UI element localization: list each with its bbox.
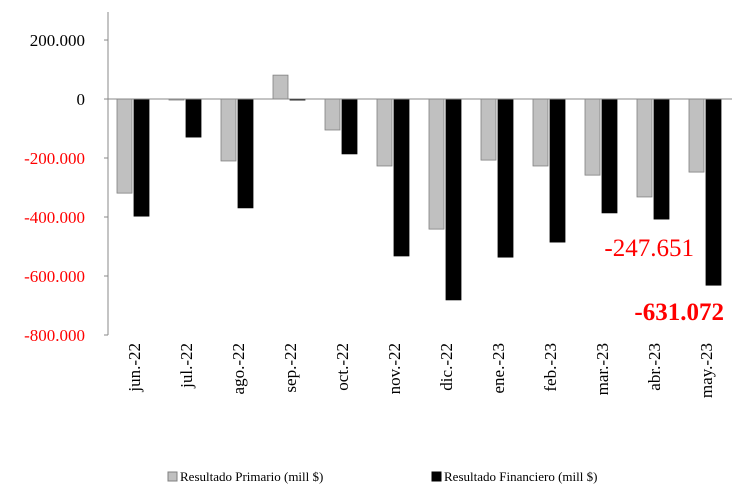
y-tick-label: -600.000 — [24, 267, 85, 286]
x-tick-label: ene.-23 — [489, 343, 508, 394]
x-tick-label: jun.-22 — [125, 343, 144, 393]
x-tick-label: ago.-22 — [229, 343, 248, 394]
bar — [133, 98, 150, 217]
bar — [653, 98, 670, 220]
x-tick-label: dic.-22 — [437, 343, 456, 391]
bar — [705, 98, 722, 286]
y-tick-label: 0 — [77, 90, 86, 109]
bar — [341, 98, 358, 155]
y-tick-label: -200.000 — [24, 149, 85, 168]
x-tick-label: feb.-23 — [541, 343, 560, 392]
y-tick-label: -800.000 — [24, 326, 85, 345]
bar — [428, 98, 445, 230]
legend-swatch — [431, 471, 442, 482]
bar — [497, 98, 514, 258]
x-tick-label: sep.-22 — [281, 343, 300, 393]
bar — [532, 98, 549, 167]
bar — [393, 98, 410, 257]
x-tick-label: abr.-23 — [645, 343, 664, 391]
legend-swatch — [167, 471, 178, 482]
legend-label: Resultado Financiero (mill $) — [444, 469, 597, 484]
bar — [480, 98, 497, 161]
bar — [237, 98, 254, 209]
x-tick-label: jul.-22 — [177, 343, 196, 389]
x-tick-label: nov.-22 — [385, 343, 404, 394]
x-tick-label: oct.-22 — [333, 343, 352, 391]
bar — [584, 98, 601, 176]
bar — [376, 98, 393, 167]
x-tick-label: mar.-23 — [593, 343, 612, 395]
legend-label: Resultado Primario (mill $) — [180, 469, 323, 484]
bar — [116, 98, 133, 194]
bar — [272, 74, 289, 100]
bar — [549, 98, 566, 243]
bar — [636, 98, 653, 198]
bar — [688, 98, 705, 173]
bar — [445, 98, 462, 301]
bar — [601, 98, 618, 214]
y-tick-label: 200.000 — [30, 31, 85, 50]
bar — [220, 98, 237, 162]
value-label: -631.072 — [634, 299, 724, 326]
x-tick-label: may.-23 — [697, 343, 716, 398]
value-label: -247.651 — [604, 235, 694, 262]
bar — [185, 98, 202, 138]
y-tick-label: -400.000 — [24, 208, 85, 227]
bar — [324, 98, 341, 131]
